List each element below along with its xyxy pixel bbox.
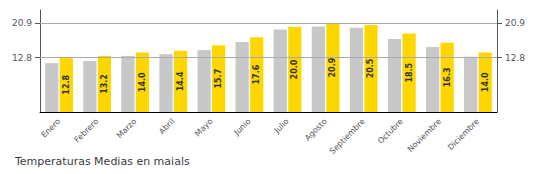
svg-text:Agosto: Agosto [303, 117, 329, 143]
svg-text:20.0: 20.0 [290, 59, 299, 79]
svg-text:16.3: 16.3 [443, 67, 452, 87]
svg-text:Junio: Junio [232, 117, 253, 138]
svg-text:Febrero: Febrero [73, 117, 101, 145]
svg-text:Diciembre: Diciembre [446, 117, 481, 152]
svg-text:Temperaturas Medias en maials: Temperaturas Medias en maials [14, 155, 190, 168]
svg-text:12.8: 12.8 [12, 53, 32, 63]
svg-text:20.9: 20.9 [12, 18, 32, 28]
svg-text:13.2: 13.2 [100, 74, 109, 94]
svg-text:Octubre: Octubre [376, 117, 405, 146]
svg-text:15.7: 15.7 [214, 69, 223, 89]
svg-text:20.9: 20.9 [505, 18, 525, 28]
svg-text:14.0: 14.0 [481, 72, 490, 92]
svg-text:20.5: 20.5 [366, 58, 375, 78]
svg-text:Abril: Abril [157, 117, 176, 136]
svg-text:Marzo: Marzo [115, 117, 139, 141]
svg-text:14.4: 14.4 [176, 71, 185, 91]
svg-text:Septiembre: Septiembre [328, 117, 367, 156]
svg-text:12.8: 12.8 [62, 75, 71, 95]
svg-text:14.0: 14.0 [138, 72, 147, 92]
svg-text:Enero: Enero [40, 117, 63, 140]
svg-text:17.6: 17.6 [252, 64, 261, 84]
svg-text:20.9: 20.9 [328, 57, 337, 77]
svg-text:12.8: 12.8 [505, 53, 525, 63]
svg-text:18.5: 18.5 [405, 62, 414, 82]
svg-text:Mayo: Mayo [193, 117, 215, 139]
svg-text:Julio: Julio [272, 117, 291, 136]
svg-text:Noviembre: Noviembre [406, 117, 443, 154]
